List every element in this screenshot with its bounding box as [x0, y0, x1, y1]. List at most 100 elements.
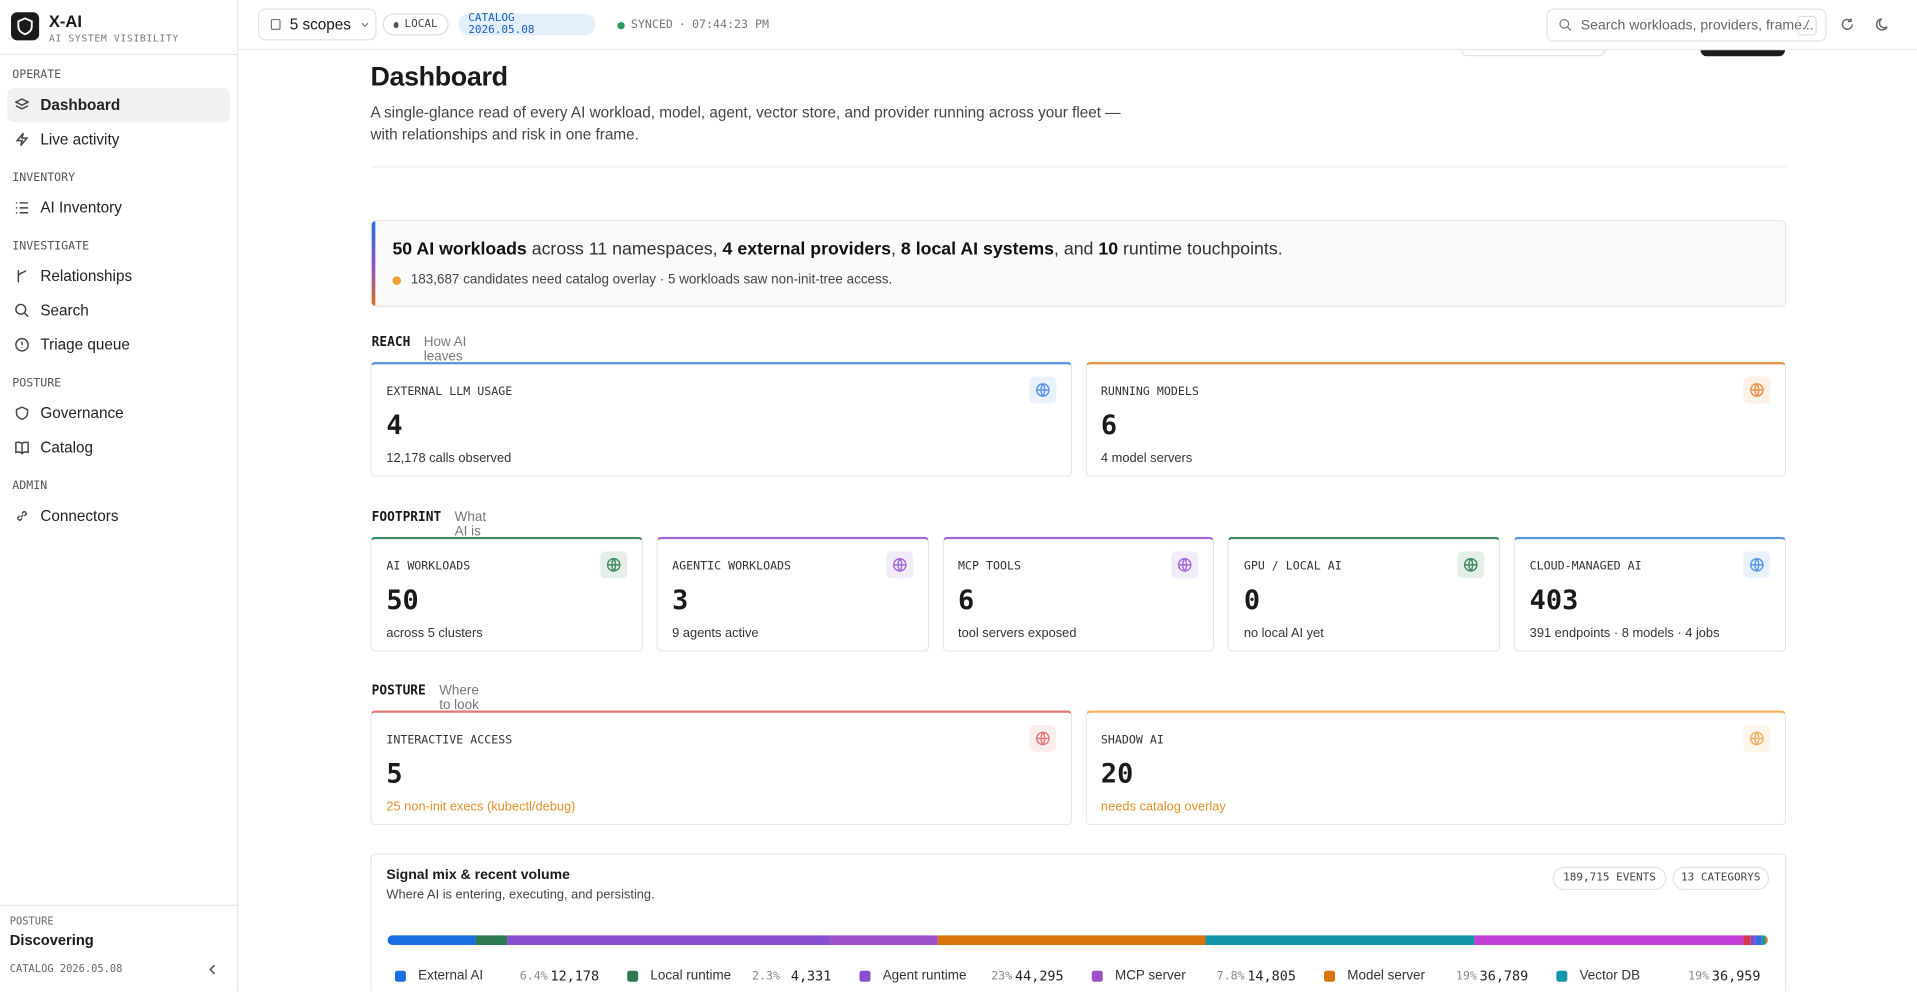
sync-status: SYNCED · 07:44:23 PM	[617, 18, 769, 32]
card-icon	[1028, 724, 1056, 752]
legend-share: 23%	[991, 969, 1013, 983]
categories-pill: 13 CATEGORYS	[1672, 866, 1770, 891]
nav-section-label: ADMIN	[12, 479, 48, 493]
card-detail: 391 endpoints · 8 models · 4 jobs	[1529, 625, 1720, 641]
legend-name: MCP server	[1114, 968, 1186, 983]
card-detail: across 5 clusters	[386, 625, 483, 641]
divider	[0, 904, 238, 906]
nav-item[interactable]: Live activity	[7, 122, 230, 156]
nav-item[interactable]: Relationships	[7, 259, 230, 293]
legend-entry[interactable]: Local runtime 2.3% 4,331	[627, 968, 847, 985]
legend-swatch	[1324, 970, 1336, 982]
section-title: REACH	[371, 334, 411, 350]
legend-count: 14,805	[1247, 968, 1296, 985]
chevron	[361, 22, 369, 27]
nav-item[interactable]: Catalog	[7, 430, 230, 464]
logo-icon	[17, 17, 33, 36]
card-label: INTERACTIVE ACCESS	[386, 733, 513, 747]
card-icon	[1743, 376, 1771, 404]
legend-swatch	[1091, 970, 1103, 982]
env-pill: LOCAL	[382, 13, 449, 36]
nav-item[interactable]: AI Inventory	[7, 191, 230, 225]
footer-catalog: CATALOG 2026.05.08	[9, 963, 123, 976]
legend-name: Vector DB	[1579, 968, 1641, 983]
card-value: 403	[1529, 585, 1579, 616]
stat-card: CLOUD-MANAGED AI 403 391 endpoints · 8 mod…	[1513, 536, 1787, 652]
legend-entry[interactable]: MCP server 7.8% 14,805	[1091, 968, 1312, 985]
events-pill: 189,715 EVENTS	[1552, 866, 1667, 891]
page-description: A single-glance read of every AI workloa…	[370, 101, 1120, 145]
legend-name: Agent runtime	[882, 968, 967, 983]
card-icon	[1171, 550, 1199, 578]
nav-icon	[15, 303, 29, 318]
nav-text: Catalog	[40, 438, 94, 457]
nav-text: Triage queue	[40, 336, 130, 354]
env-text: LOCAL	[404, 18, 438, 31]
collapse-button[interactable]	[205, 962, 220, 977]
scope-selector[interactable]: 5 scopes	[257, 8, 377, 41]
nav-text: Connectors	[40, 507, 119, 525]
search-box[interactable]: Search workloads, providers, frame... /	[1546, 8, 1827, 42]
legend-swatch	[1556, 970, 1568, 982]
nav-text: Search	[40, 301, 89, 320]
mix-segment	[829, 935, 938, 946]
nav-item[interactable]: Connectors	[7, 499, 230, 533]
theme-toggle[interactable]	[1875, 17, 1890, 32]
mix-segment	[1205, 935, 1475, 946]
card-value: 5	[386, 759, 403, 790]
nav: OPERATE Dashboard Live activity INVENTORY AI…	[0, 64, 237, 533]
card-label: EXTERNAL LLM USAGE	[386, 385, 513, 399]
headline-strong: 10	[1098, 239, 1119, 260]
card-label: AI WORKLOADS	[386, 559, 471, 573]
legend-entry[interactable]: Model server 19% 36,789	[1324, 968, 1544, 985]
separator: ·	[678, 18, 686, 32]
nav-item[interactable]: Triage queue	[7, 328, 230, 362]
headline-strong: 50 AI workloads	[392, 239, 527, 260]
nav-item[interactable]: Governance	[7, 396, 230, 430]
stat-card: AI WORKLOADS 50 across 5 clusters	[370, 536, 643, 652]
card-value: 6	[958, 585, 975, 616]
nav-section-label: OPERATE	[12, 68, 62, 82]
nav-icon	[15, 406, 29, 421]
nav-item[interactable]: Dashboard	[7, 88, 230, 123]
nav-section-label: INVENTORY	[12, 171, 76, 185]
card-icon	[1028, 376, 1056, 404]
nav-item[interactable]: Search	[7, 293, 230, 327]
icon-glyph	[1750, 731, 1764, 746]
refresh-button[interactable]	[1840, 17, 1855, 32]
mix-segment	[1761, 935, 1765, 946]
nav-icon	[16, 510, 28, 521]
card-label: SHADOW AI	[1100, 733, 1164, 747]
warning-dot	[392, 275, 402, 285]
headline-text: runtime touchpoints.	[1118, 239, 1283, 260]
nav-icon	[15, 337, 29, 352]
mix-bar	[387, 935, 1768, 946]
card-icon	[1457, 550, 1485, 578]
mix-segment	[1474, 935, 1744, 946]
legend-entry[interactable]: Vector DB 19% 36,959	[1556, 968, 1776, 985]
search-placeholder: Search workloads, providers, frame...	[1580, 17, 1814, 33]
card-label: GPU / LOCAL AI	[1243, 559, 1342, 573]
search-shortcut: /	[1797, 15, 1817, 36]
nav-icon	[15, 202, 29, 214]
legend-count: 4,331	[790, 968, 832, 985]
card-icon	[1743, 550, 1771, 578]
mix-segment	[937, 935, 1206, 946]
section-title: POSTURE	[371, 683, 426, 699]
legend-count: 12,178	[550, 968, 600, 985]
summary-panel: 50 AI workloads across 11 namespaces, 4 …	[370, 220, 1787, 307]
legend-name: External AI	[418, 968, 484, 983]
card-detail: no local AI yet	[1243, 625, 1324, 641]
signal-panel: Signal mix & recent volume Where AI is e…	[370, 853, 1787, 992]
search-icon	[1559, 18, 1572, 31]
stat-card: RUNNING MODELS 6 4 model servers	[1085, 361, 1787, 477]
nav-icon	[15, 132, 29, 146]
legend-entry[interactable]: External AI 6.4% 12,178	[394, 968, 615, 985]
icon-glyph	[1178, 557, 1192, 572]
card-value: 6	[1100, 410, 1118, 442]
mix-segment	[1756, 935, 1762, 946]
legend-entry[interactable]: Agent runtime 23% 44,295	[859, 968, 1079, 985]
legend-count: 44,295	[1015, 968, 1064, 985]
legend-name: Local runtime	[650, 968, 732, 983]
topbar: 5 scopes LOCAL CATALOG 2026.05.08 SYNCED…	[238, 0, 1917, 51]
